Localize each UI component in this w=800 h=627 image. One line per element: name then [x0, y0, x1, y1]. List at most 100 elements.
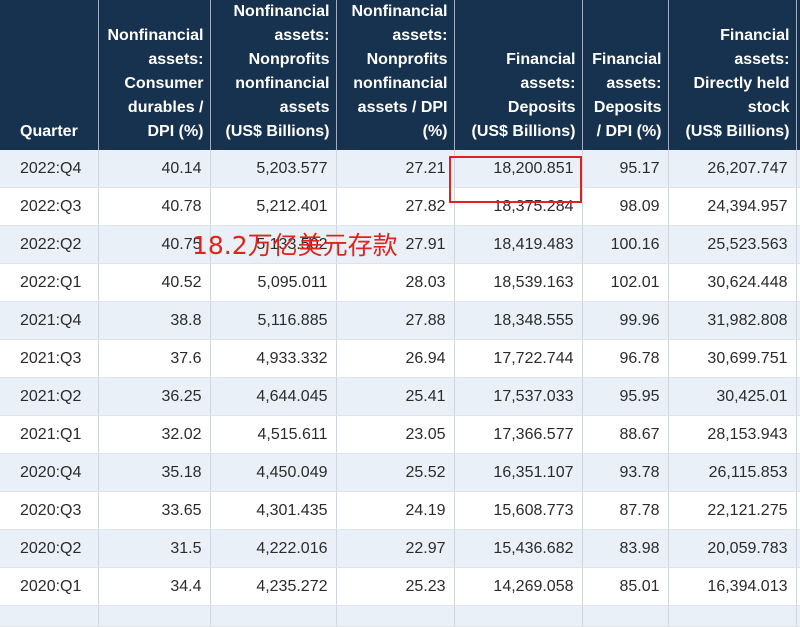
cell-value: 40.75: [98, 225, 211, 264]
header-quarter[interactable]: Quarter: [0, 0, 99, 150]
cell-value: 4,450.049: [210, 453, 337, 492]
cell-value: 83.98: [582, 529, 669, 568]
cell-value: 98.09: [582, 187, 669, 226]
cell-value: 27.82: [336, 187, 455, 226]
cell-value: 36.25: [98, 377, 211, 416]
table-row: 2020:Q1 34.4 4,235.272 25.23 14,269.058 …: [0, 567, 800, 606]
cell-empty: [796, 529, 800, 568]
cell-empty: [668, 605, 797, 627]
cell-value: 15,436.682: [454, 529, 583, 568]
header-deposits-dpi[interactable]: Financial assets: Deposits / DPI (%): [582, 0, 669, 150]
table-row: 2020:Q4 35.18 4,450.049 25.52 16,351.107…: [0, 453, 800, 492]
cell-empty: [336, 605, 455, 627]
cell-value: 18,200.851: [454, 150, 583, 188]
cell-quarter: 2021:Q4: [0, 301, 99, 340]
cell-value: 20,059.783: [668, 529, 797, 568]
cell-value: 5,095.011: [210, 263, 337, 302]
cell-value: 88.67: [582, 415, 669, 454]
cell-quarter: 2020:Q4: [0, 453, 99, 492]
cell-empty: [796, 301, 800, 340]
table-row: 2022:Q2 40.75 5,133.502 27.91 18,419.483…: [0, 225, 800, 264]
cell-quarter: 2022:Q1: [0, 263, 99, 302]
cell-value: 35.18: [98, 453, 211, 492]
annotation-text: 18.2万亿美元存款: [192, 231, 398, 260]
cell-value: 37.6: [98, 339, 211, 378]
header-consumer-durables-dpi[interactable]: Nonfinancial assets: Consumer durables /…: [98, 0, 211, 150]
cell-empty: [796, 453, 800, 492]
table-row: 2021:Q3 37.6 4,933.332 26.94 17,722.744 …: [0, 339, 800, 378]
cell-empty: [796, 263, 800, 302]
cell-quarter: 2021:Q2: [0, 377, 99, 416]
cell-value: 30,699.751: [668, 339, 797, 378]
cell-value: 16,394.013: [668, 567, 797, 606]
cell-value: 34.4: [98, 567, 211, 606]
cell-value: 5,212.401: [210, 187, 337, 226]
cell-quarter: 2022:Q4: [0, 150, 99, 188]
table-row: 2021:Q2 36.25 4,644.045 25.41 17,537.033…: [0, 377, 800, 416]
table-row-partial: [0, 605, 800, 627]
cell-value: 16,351.107: [454, 453, 583, 492]
cell-quarter: 2020:Q2: [0, 529, 99, 568]
cell-value: 102.01: [582, 263, 669, 302]
cell-value: 25.41: [336, 377, 455, 416]
cell-value: 22,121.275: [668, 491, 797, 530]
cell-empty: [796, 225, 800, 264]
cell-value: 30,624.448: [668, 263, 797, 302]
cell-empty: [454, 605, 583, 627]
cell-value: 23.05: [336, 415, 455, 454]
cell-value: 27.21: [336, 150, 455, 188]
header-nonprofits-assets[interactable]: Nonfinancial assets: Nonprofits nonfinan…: [210, 0, 337, 150]
cell-value: 31.5: [98, 529, 211, 568]
table-row: 2022:Q3 40.78 5,212.401 27.82 18,375.284…: [0, 187, 800, 226]
cell-value: 96.78: [582, 339, 669, 378]
cell-value: 87.78: [582, 491, 669, 530]
header-row: Quarter Nonfinancial assets: Consumer du…: [0, 0, 800, 150]
cell-quarter: 2020:Q1: [0, 567, 99, 606]
cell-empty: [796, 605, 800, 627]
cell-value: 17,537.033: [454, 377, 583, 416]
cell-empty: [582, 605, 669, 627]
cell-empty: [210, 605, 337, 627]
cell-quarter: 2020:Q3: [0, 491, 99, 530]
cell-value: 25,523.563: [668, 225, 797, 264]
cell-quarter: 2021:Q3: [0, 339, 99, 378]
cell-empty: [796, 187, 800, 226]
cell-value: 22.97: [336, 529, 455, 568]
cell-value: 32.02: [98, 415, 211, 454]
cell-value: 24.19: [336, 491, 455, 530]
cell-value: 40.52: [98, 263, 211, 302]
cell-value: 28.03: [336, 263, 455, 302]
table-row: 2020:Q3 33.65 4,301.435 24.19 15,608.773…: [0, 491, 800, 530]
cell-value: 5,133.502: [210, 225, 337, 264]
cell-value: 4,644.045: [210, 377, 337, 416]
cell-empty: [796, 150, 800, 188]
cell-value: 95.17: [582, 150, 669, 188]
table-row: 2020:Q2 31.5 4,222.016 22.97 15,436.682 …: [0, 529, 800, 568]
cell-value: 26,207.747: [668, 150, 797, 188]
cell-value: 25.52: [336, 453, 455, 492]
cell-empty: [796, 339, 800, 378]
cell-quarter: 2021:Q1: [0, 415, 99, 454]
cell-empty: [796, 377, 800, 416]
cell-value: 26,115.853: [668, 453, 797, 492]
table-row: 2021:Q4 38.8 5,116.885 27.88 18,348.555 …: [0, 301, 800, 340]
cell-value: 40.78: [98, 187, 211, 226]
cell-value: 24,394.957: [668, 187, 797, 226]
table-row: 2021:Q1 32.02 4,515.611 23.05 17,366.577…: [0, 415, 800, 454]
cell-value: 25.23: [336, 567, 455, 606]
header-deposits[interactable]: Financial assets: Deposits (US$ Billions…: [454, 0, 583, 150]
cell-value: 5,116.885: [210, 301, 337, 340]
table-row: 2022:Q4 40.14 5,203.577 27.21 18,200.851…: [0, 150, 800, 188]
header-directly-held-stock[interactable]: Financial assets: Directly held stock (U…: [668, 0, 797, 150]
cell-empty: [796, 415, 800, 454]
cell-value: 17,722.744: [454, 339, 583, 378]
cell-value: 4,222.016: [210, 529, 337, 568]
header-nonprofits-assets-dpi[interactable]: Nonfinancial assets: Nonprofits nonfinan…: [336, 0, 455, 150]
cell-empty: [98, 605, 211, 627]
cell-empty: [0, 605, 99, 627]
cell-value: 30,425.01: [668, 377, 797, 416]
cell-quarter: 2022:Q2: [0, 225, 99, 264]
cell-value: 26.94: [336, 339, 455, 378]
cell-value: 18,348.555: [454, 301, 583, 340]
